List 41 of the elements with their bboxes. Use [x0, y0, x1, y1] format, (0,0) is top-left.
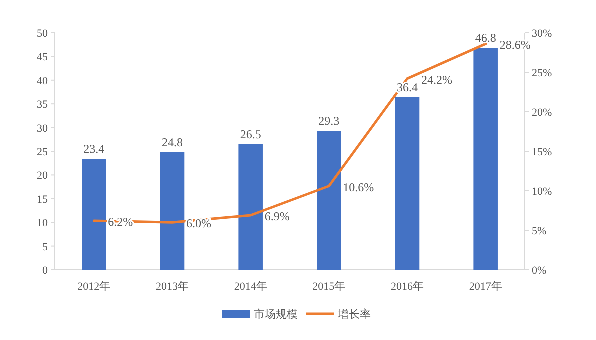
data-label: 6.9%	[264, 209, 290, 224]
x-tick-label: 2014年	[234, 281, 268, 293]
y-tick-label: 30	[37, 122, 48, 135]
y-tick-label: 25	[37, 146, 48, 158]
x-tick-label: 2013年	[156, 281, 189, 293]
y-tick-label: 15	[37, 194, 48, 206]
data-label: 26.5	[240, 127, 262, 142]
bar	[317, 131, 342, 270]
y-tick-label: 5	[42, 241, 48, 254]
legend-label: 增长率	[337, 308, 371, 321]
y2-tick-label: 25%	[532, 68, 552, 80]
y2-tick-label: 30%	[532, 28, 552, 40]
y-tick-label: 45	[37, 52, 48, 64]
bar	[160, 152, 185, 270]
y2-tick-label: 10%	[532, 186, 552, 198]
x-tick-label: 2017年	[469, 281, 502, 293]
data-label: 24.8	[162, 135, 183, 150]
data-label: 23.4	[84, 142, 105, 156]
x-tick-label: 2012年	[78, 281, 111, 293]
x-tick-label: 2015年	[312, 281, 346, 293]
bar	[395, 97, 420, 270]
data-label: 28.6%	[500, 38, 531, 52]
y-tick-label: 10	[37, 218, 48, 230]
legend-label: 市场规模	[254, 308, 298, 321]
y2-tick-label: 0%	[532, 265, 547, 277]
bar	[82, 159, 106, 270]
data-label: 29.3	[318, 114, 340, 128]
y-tick-label: 50	[37, 28, 48, 40]
bar	[238, 144, 263, 270]
x-tick-label: 2016年	[391, 281, 424, 293]
data-label: 46.8	[475, 31, 496, 46]
bar	[474, 48, 498, 270]
y2-tick-label: 20%	[532, 107, 552, 119]
data-label: 24.2%	[422, 72, 452, 87]
y-tick-label: 35	[37, 99, 48, 112]
y-tick-label: 20	[37, 170, 48, 182]
data-label: 10.6%	[343, 180, 374, 194]
y-tick-label: 40	[37, 75, 48, 88]
y-tick-label: 0	[42, 265, 48, 277]
y2-tick-label: 15%	[532, 146, 552, 158]
y2-tick-label: 5%	[532, 226, 547, 238]
